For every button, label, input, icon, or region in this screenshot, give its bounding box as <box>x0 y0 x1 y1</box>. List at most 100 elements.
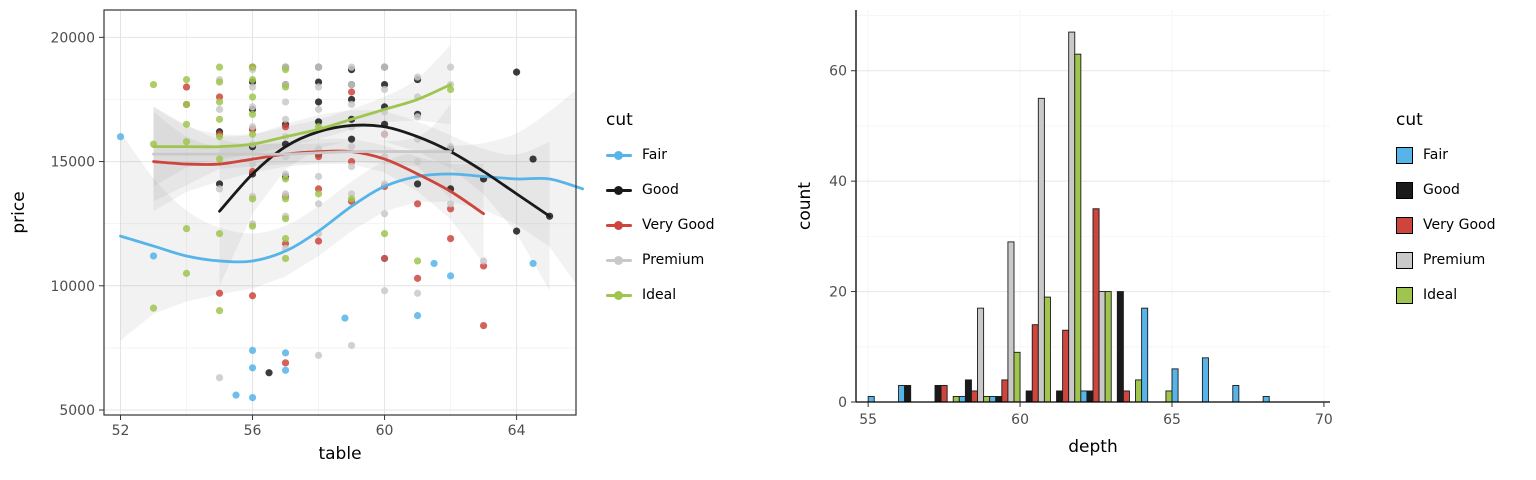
legend-key-swatch-icon <box>1396 146 1413 164</box>
y-axis-title: count <box>795 182 815 230</box>
legend-label: Ideal <box>642 287 677 303</box>
bar-very-good <box>1092 208 1100 403</box>
svg-text:20000: 20000 <box>50 30 95 46</box>
x-axis-title: depth <box>1068 437 1117 457</box>
bar-good <box>964 379 972 403</box>
bar-good <box>1086 390 1094 403</box>
svg-text:60: 60 <box>829 64 847 80</box>
bar-very-good <box>971 390 978 403</box>
histogram-figure: 55 60 65 70 0 20 40 60 depth count cut Fair Good … <box>790 0 1536 480</box>
legend-key-swatch-icon <box>1396 286 1413 304</box>
smooth-line-premium <box>152 150 452 156</box>
svg-text:64: 64 <box>508 423 526 439</box>
x-axis-title: table <box>318 444 361 464</box>
svg-text:60: 60 <box>1011 412 1029 428</box>
bar-ideal <box>1104 291 1112 403</box>
bar-premium <box>1007 241 1015 403</box>
legend-label: Premium <box>642 252 705 268</box>
bar-ideal <box>1135 379 1143 403</box>
bars <box>867 31 1270 403</box>
bar-ideal <box>983 396 991 403</box>
bar-good <box>1116 291 1124 403</box>
legend-key-line-dot-icon <box>606 220 632 230</box>
bar-ideal <box>952 396 960 403</box>
svg-text:20: 20 <box>829 285 847 301</box>
bar-premium <box>1098 291 1106 403</box>
legend-key-line-dot-icon <box>606 255 632 265</box>
bar-very-good <box>1062 329 1070 403</box>
legend-label: Very Good <box>1423 217 1496 233</box>
panel-border <box>103 9 577 416</box>
histogram-legend: cut Fair Good Very Good Premium Ideal <box>1396 110 1495 321</box>
bar-good <box>995 396 1003 403</box>
bar-very-good <box>1031 324 1039 403</box>
legend-item-premium: Premium <box>1396 251 1495 269</box>
legend-title: cut <box>606 110 633 130</box>
scatter-figure: 52 56 60 64 5000 10000 15000 20000 table price cu… <box>9 9 714 464</box>
svg-text:15000: 15000 <box>50 155 95 171</box>
scatter-series-fair <box>116 133 537 402</box>
svg-text:70: 70 <box>1315 412 1333 428</box>
confidence-band <box>120 89 576 341</box>
bar-premium <box>1068 31 1076 403</box>
bar-fair <box>898 384 906 403</box>
legend-key-swatch-icon <box>1396 216 1413 234</box>
bar-ideal <box>1043 296 1051 403</box>
bar-premium <box>1037 97 1045 403</box>
legend-item-premium: Premium <box>606 251 714 269</box>
bar-chart-canvas: 55 60 65 70 0 20 40 60 depth count <box>795 10 1333 457</box>
scatter-legend: cut Fair Good Very Good Premium Ideal <box>606 110 714 321</box>
svg-text:60: 60 <box>376 423 394 439</box>
confidence-band <box>153 111 484 264</box>
bar-premium <box>977 307 985 403</box>
bar-very-good <box>1122 390 1130 403</box>
svg-text:65: 65 <box>1163 412 1181 428</box>
legend-key-swatch-icon <box>1396 181 1413 199</box>
legend-title: cut <box>1396 110 1423 130</box>
bar-good <box>1025 390 1033 403</box>
svg-text:10000: 10000 <box>50 279 95 295</box>
legend-item-ideal: Ideal <box>1396 286 1495 304</box>
bar-fair <box>1201 357 1209 403</box>
bar-fair <box>1232 384 1240 403</box>
legend-item-very-good: Very Good <box>1396 216 1495 234</box>
legend-item-fair: Fair <box>1396 146 1495 164</box>
legend-item-fair: Fair <box>606 146 714 164</box>
bar-fair <box>989 396 997 403</box>
bar-very-good <box>1001 379 1009 403</box>
confidence-band <box>153 44 451 187</box>
scatter-series-ideal <box>149 63 455 315</box>
legend-item-good: Good <box>1396 181 1495 199</box>
bar-fair <box>1262 396 1270 403</box>
bar-fair <box>958 396 966 403</box>
legend-label: Good <box>1423 182 1460 198</box>
svg-text:40: 40 <box>829 174 847 190</box>
legend-label: Premium <box>1423 252 1486 268</box>
legend-item-ideal: Ideal <box>606 286 714 304</box>
legend-key-line-dot-icon <box>606 185 632 195</box>
legend-label: Ideal <box>1423 287 1458 303</box>
legend-key-swatch-icon <box>1396 251 1413 269</box>
svg-text:52: 52 <box>112 423 130 439</box>
legend-item-very-good: Very Good <box>606 216 714 234</box>
bar-ideal <box>1013 351 1021 403</box>
axes: 55 60 65 70 0 20 40 60 <box>829 10 1333 428</box>
legend-label: Very Good <box>642 217 715 233</box>
bar-fair <box>1080 390 1088 403</box>
bar-good <box>1056 390 1064 403</box>
confidence-band <box>219 110 550 291</box>
bar-fair <box>1141 307 1149 403</box>
scatter-plot-canvas: 52 56 60 64 5000 10000 15000 20000 table price <box>9 9 585 464</box>
legend-key-line-dot-icon <box>606 150 632 160</box>
smooth-line-ideal <box>152 83 452 149</box>
axes: 52 56 60 64 5000 10000 15000 20000 <box>50 30 525 439</box>
legend-key-line-dot-icon <box>606 290 632 300</box>
svg-text:56: 56 <box>244 423 262 439</box>
legend-label: Fair <box>642 147 667 163</box>
bar-very-good <box>940 384 948 403</box>
legend-label: Good <box>642 182 679 198</box>
bar-fair <box>867 396 875 403</box>
y-axis-title: price <box>9 191 29 233</box>
legend-label: Fair <box>1423 147 1448 163</box>
svg-text:55: 55 <box>859 412 877 428</box>
